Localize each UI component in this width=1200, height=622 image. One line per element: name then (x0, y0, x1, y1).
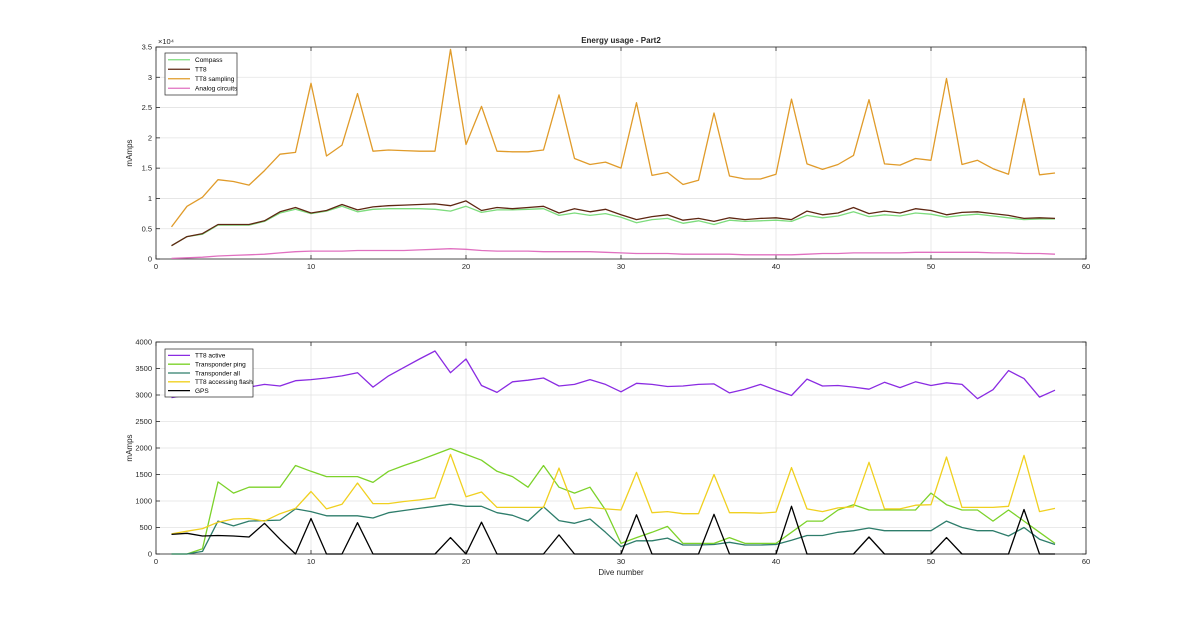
series-line-2 (171, 447, 1056, 555)
legend-label: Analog circuits (195, 86, 238, 93)
x-tick-label: 10 (307, 262, 315, 271)
x-tick-label: 50 (927, 262, 935, 271)
y-tick-label: 500 (139, 523, 152, 532)
legend: Compass TT8 TT8 sampling Analog circuits (164, 52, 238, 96)
legend-label: TT8 sampling (195, 76, 235, 83)
y-tick-label: 0.5 (142, 224, 152, 233)
y-tick-label: 3000 (135, 391, 152, 400)
y-tick-label: 1 (148, 194, 152, 203)
series-line-3 (171, 503, 1056, 555)
y-tick-label: 1000 (135, 497, 152, 506)
series-line-3 (170, 48, 1056, 228)
y-tick-label: 3 (148, 73, 152, 82)
x-axis-label: Dive number (598, 568, 644, 577)
x-tick-label: 0 (154, 262, 158, 271)
legend-label: GPS (195, 388, 209, 395)
y-axis-label: mAmps (125, 139, 134, 166)
y-tick-label: 0 (148, 255, 152, 264)
x-tick-label: 0 (154, 557, 158, 566)
y-tick-label: 4000 (135, 338, 152, 347)
legend-label: TT8 active (195, 353, 226, 360)
y-tick-label: 2 (148, 133, 152, 142)
x-tick-label: 60 (1082, 557, 1090, 566)
chart-title: Energy usage - Part2 (581, 36, 661, 45)
series-line-4 (171, 248, 1056, 260)
x-tick-label: 40 (772, 262, 780, 271)
y-tick-label: 1.5 (142, 164, 152, 173)
legend-label: TT8 (195, 67, 207, 74)
series-line-4 (171, 453, 1056, 535)
chart-2: 0 10 20 30 40 50 60 0 500 1000 1500 2000 2500 3000 350… (125, 338, 1090, 577)
x-tick-label: 30 (617, 262, 625, 271)
y-tick-label: 2000 (135, 444, 152, 453)
legend-label: Transponder ping (195, 362, 246, 369)
legend-label: Compass (195, 57, 223, 64)
y-tick-label: 3500 (135, 364, 152, 373)
x-tick-label: 30 (617, 557, 625, 566)
legend-label: Transponder all (195, 370, 240, 377)
y-tick-label: 0 (148, 550, 152, 559)
chart-1: 0 10 20 30 40 50 60 0 0.5 1 1.5 2 2.5 3 3.5 ×10⁴ Energy … (125, 36, 1090, 271)
y-exponent-label: ×10⁴ (158, 37, 174, 46)
x-tick-label: 20 (462, 262, 470, 271)
series-line-5 (171, 505, 1055, 555)
x-tick-label: 50 (927, 557, 935, 566)
legend-label: TT8 accessing flash (195, 379, 253, 386)
x-tick-label: 10 (307, 557, 315, 566)
series-line-2 (171, 200, 1056, 247)
y-tick-label: 2500 (135, 417, 152, 426)
y-tick-label: 1500 (135, 470, 152, 479)
x-tick-label: 60 (1082, 262, 1090, 271)
series-line-1 (171, 350, 1056, 400)
x-tick-label: 40 (772, 557, 780, 566)
y-tick-label: 2.5 (142, 103, 152, 112)
y-axis-label: mAmps (125, 434, 134, 461)
y-tick-label: 3.5 (142, 43, 152, 52)
x-tick-label: 20 (462, 557, 470, 566)
